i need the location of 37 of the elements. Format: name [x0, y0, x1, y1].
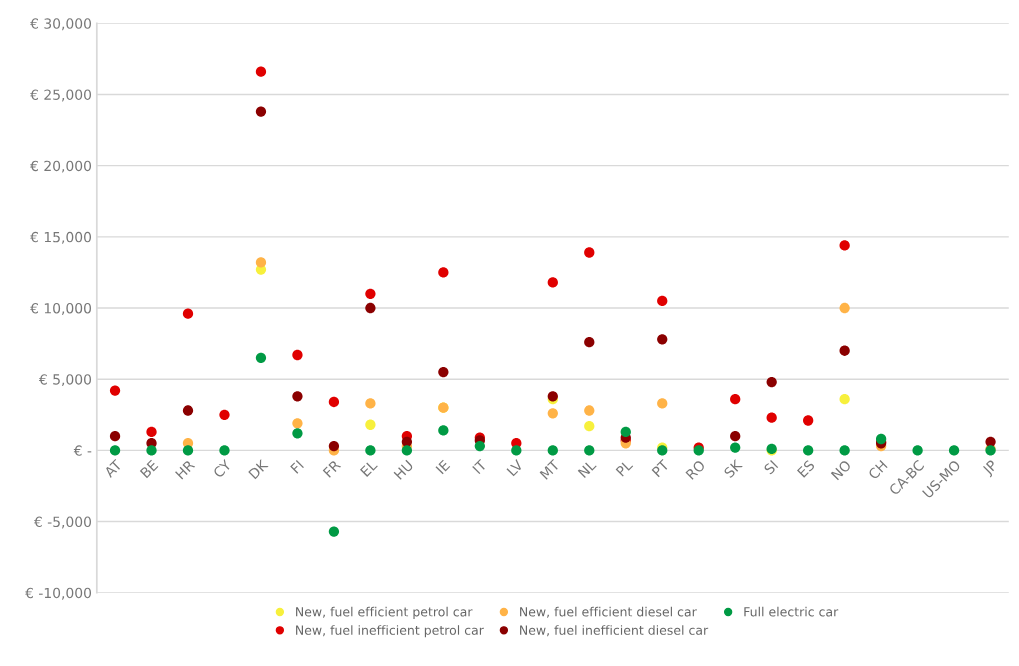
x-tick-label: IT: [472, 458, 488, 475]
y-tick-label: € 5,000: [38, 374, 92, 387]
x-tick-label: SI: [763, 459, 779, 475]
y-tick-label: € -: [73, 445, 92, 456]
x-tick-label: CH: [867, 459, 888, 481]
x-tick-label: HR: [175, 459, 196, 480]
y-tick-label: € 25,000: [30, 89, 92, 102]
x-tick-label: JP: [981, 459, 1000, 478]
x-tick-label: AT: [103, 458, 123, 479]
x-tick-label: NO: [830, 459, 852, 481]
x-tick-label: SK: [723, 458, 744, 479]
x-tick-label: BE: [139, 459, 159, 479]
x-tick-label: IE: [435, 459, 451, 475]
x-tick-label: FI: [290, 459, 304, 474]
x-tick-label: LV: [506, 459, 524, 477]
legend-label: Full electric car: [744, 606, 839, 617]
legend-label: New, fuel efficient petrol car: [296, 606, 473, 619]
y-tick-label: € 30,000: [30, 18, 92, 31]
x-tick-label: FR: [322, 459, 342, 478]
x-tick-label: PL: [615, 459, 634, 477]
x-tick-label: NL: [577, 459, 597, 479]
x-tick-label: CY: [212, 458, 233, 479]
legend-label: New, fuel inefficient diesel car: [520, 625, 709, 637]
x-tick-label: MT: [539, 458, 561, 480]
y-tick-label: € 15,000: [30, 231, 92, 244]
y-tick-label: € -10,000: [25, 587, 92, 600]
x-tick-label: EL: [359, 459, 378, 477]
x-tick-label: PT: [651, 458, 670, 478]
x-tick-label: ES: [796, 459, 816, 478]
y-tick-label: € 20,000: [30, 160, 92, 173]
legend-label: New, fuel inefficient petrol car: [296, 625, 484, 638]
y-tick-label: € -5,000: [33, 516, 92, 529]
x-tick-label: RO: [685, 459, 706, 480]
legend-label: New, fuel efficient diesel car: [520, 606, 697, 618]
y-tick-label: € 10,000: [30, 302, 92, 315]
x-tick-label: HU: [393, 459, 414, 480]
x-tick-label: DK: [248, 458, 269, 480]
